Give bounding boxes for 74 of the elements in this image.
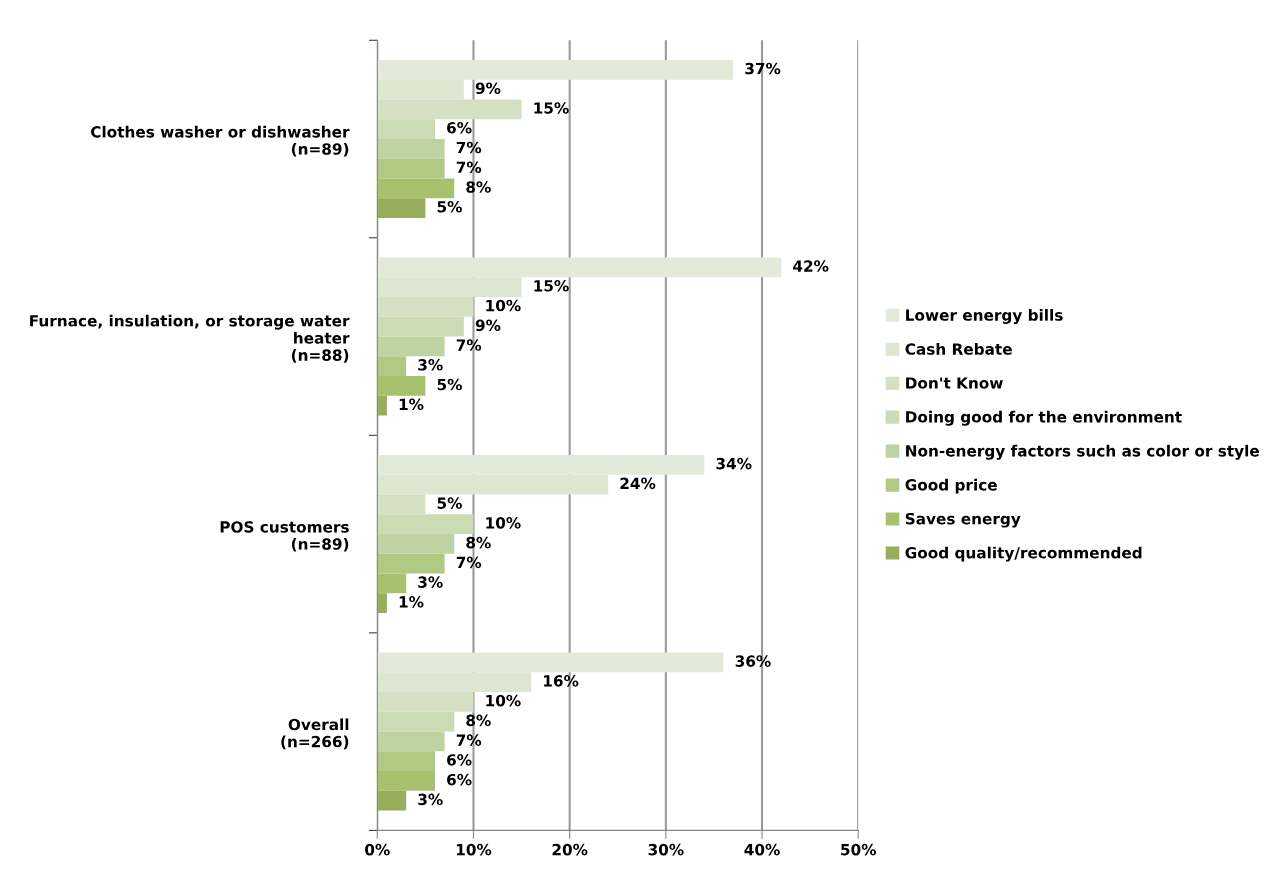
- data-label: 8%: [466, 536, 491, 549]
- bar: [377, 198, 426, 219]
- data-label: 1%: [399, 596, 424, 608]
- data-label: 5%: [437, 201, 462, 213]
- legend-label: Good quality/recommended: [905, 546, 1142, 562]
- bar: [377, 593, 387, 614]
- data-label: 7%: [456, 339, 482, 351]
- bar: [377, 158, 445, 179]
- bar: [377, 376, 426, 396]
- bar: [377, 514, 474, 535]
- bar: [377, 99, 522, 120]
- data-label: 3%: [418, 793, 443, 806]
- bar: [377, 553, 445, 574]
- data-label: 15%: [534, 280, 569, 292]
- y-tick-label: Overall (n=266): [281, 718, 349, 750]
- data-label: 36%: [735, 655, 771, 667]
- y-tick-label: Clothes washer or dishwasher (n=89): [91, 125, 350, 157]
- x-tick-label: 10%: [456, 843, 492, 856]
- bar: [377, 692, 474, 712]
- data-label: 9%: [475, 319, 501, 332]
- data-label: 24%: [620, 477, 656, 490]
- bar: [377, 711, 455, 732]
- data-label: 5%: [437, 497, 462, 509]
- data-label: 10%: [486, 299, 521, 312]
- legend-label: Good price: [905, 478, 997, 494]
- data-label: 7%: [456, 556, 482, 569]
- data-label: 42%: [793, 260, 829, 272]
- y-tick-label: Furnace, insulation, or storage water heater (n=88): [30, 314, 350, 363]
- data-label: 6%: [447, 754, 472, 766]
- bar: [377, 751, 436, 772]
- data-label: 37%: [745, 62, 781, 75]
- data-label: 1%: [399, 398, 424, 411]
- data-label: 9%: [475, 82, 501, 95]
- data-label: 5%: [437, 378, 462, 391]
- bar: [377, 356, 407, 377]
- bar: [377, 336, 445, 357]
- data-label: 6%: [447, 122, 472, 134]
- legend-label: Cash Rebate: [905, 343, 1012, 355]
- data-label: 16%: [544, 675, 579, 687]
- data-label: 3%: [418, 359, 443, 371]
- bar: [377, 534, 455, 554]
- legend-label: Non-energy factors such as color or style: [906, 444, 1259, 460]
- x-tick-label: 20%: [552, 843, 588, 856]
- x-tick-label: 30%: [648, 843, 684, 856]
- bar: [377, 178, 455, 199]
- legend-label: Saves energy: [905, 512, 1021, 528]
- bar: [377, 731, 445, 752]
- bar: [377, 316, 464, 337]
- y-tick-label: POS customers (n=89): [220, 521, 349, 552]
- bar: [377, 139, 445, 159]
- bar: [377, 790, 407, 811]
- data-label: 8%: [466, 181, 491, 193]
- bar: [377, 119, 436, 140]
- x-tick-label: 40%: [744, 843, 780, 856]
- data-label: 7%: [456, 161, 482, 174]
- data-label: 8%: [466, 714, 491, 727]
- data-label: 15%: [534, 102, 569, 114]
- legend-label: Lower energy bills: [906, 309, 1063, 324]
- data-label: 6%: [447, 773, 472, 786]
- data-label: 10%: [486, 694, 521, 707]
- data-label: 7%: [456, 141, 482, 154]
- bar: [377, 771, 436, 791]
- data-label: 3%: [418, 576, 443, 588]
- x-tick-label: 0%: [365, 843, 390, 856]
- legend-label: Don't Know: [906, 377, 1003, 389]
- x-tick-label: 50%: [841, 843, 877, 856]
- legend-label: Doing good for the environment: [906, 410, 1182, 426]
- data-label: 7%: [456, 734, 482, 746]
- bar: [377, 573, 407, 594]
- data-label: 34%: [716, 457, 752, 470]
- data-label: 10%: [486, 517, 521, 529]
- bar: [377, 395, 387, 416]
- bar: [377, 297, 474, 317]
- bar: [377, 494, 426, 515]
